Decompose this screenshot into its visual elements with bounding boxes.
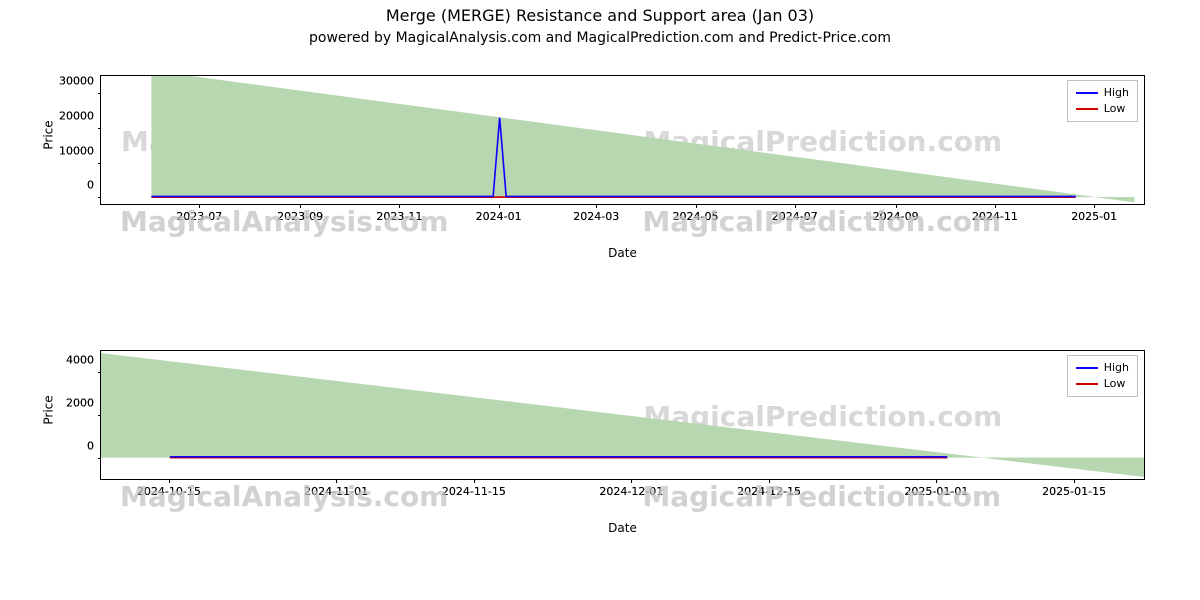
legend-item-high: High: [1076, 85, 1129, 101]
chart-panel-1: Price 01000020000300000100002000030000 M…: [40, 65, 1160, 260]
legend-item-low: Low: [1076, 101, 1129, 117]
chart-legend: High Low: [1067, 355, 1138, 397]
x-axis-label: Date: [100, 521, 1145, 535]
legend-item-high: High: [1076, 360, 1129, 376]
legend-item-low: Low: [1076, 376, 1129, 392]
x-axis-ticks: 2023-072023-092023-112024-012024-032024-…: [100, 210, 1145, 240]
legend-swatch-high: [1076, 367, 1098, 369]
x-axis-ticks: 2024-10-152024-11-012024-11-152024-12-01…: [100, 485, 1145, 515]
legend-swatch-low: [1076, 383, 1098, 385]
chart-legend: High Low: [1067, 80, 1138, 122]
legend-label-high: High: [1104, 360, 1129, 376]
y-axis-ticks: 01000020000300000100002000030000: [40, 75, 98, 205]
legend-label-low: Low: [1104, 101, 1126, 117]
legend-swatch-high: [1076, 92, 1098, 94]
plot-area-2: MagicalAnalysis.com MagicalPrediction.co…: [100, 350, 1145, 480]
y-axis-ticks: 020004000020004000: [40, 350, 98, 480]
legend-label-low: Low: [1104, 376, 1126, 392]
chart-title: Merge (MERGE) Resistance and Support are…: [0, 6, 1200, 25]
chart-panel-2: Price 020004000020004000 MagicalAnalysis…: [40, 340, 1160, 535]
x-axis-label: Date: [100, 246, 1145, 260]
plot-area-1: MagicalAnalysis.com MagicalPrediction.co…: [100, 75, 1145, 205]
chart-subtitle: powered by MagicalAnalysis.com and Magic…: [0, 30, 1200, 46]
legend-swatch-low: [1076, 108, 1098, 110]
legend-label-high: High: [1104, 85, 1129, 101]
